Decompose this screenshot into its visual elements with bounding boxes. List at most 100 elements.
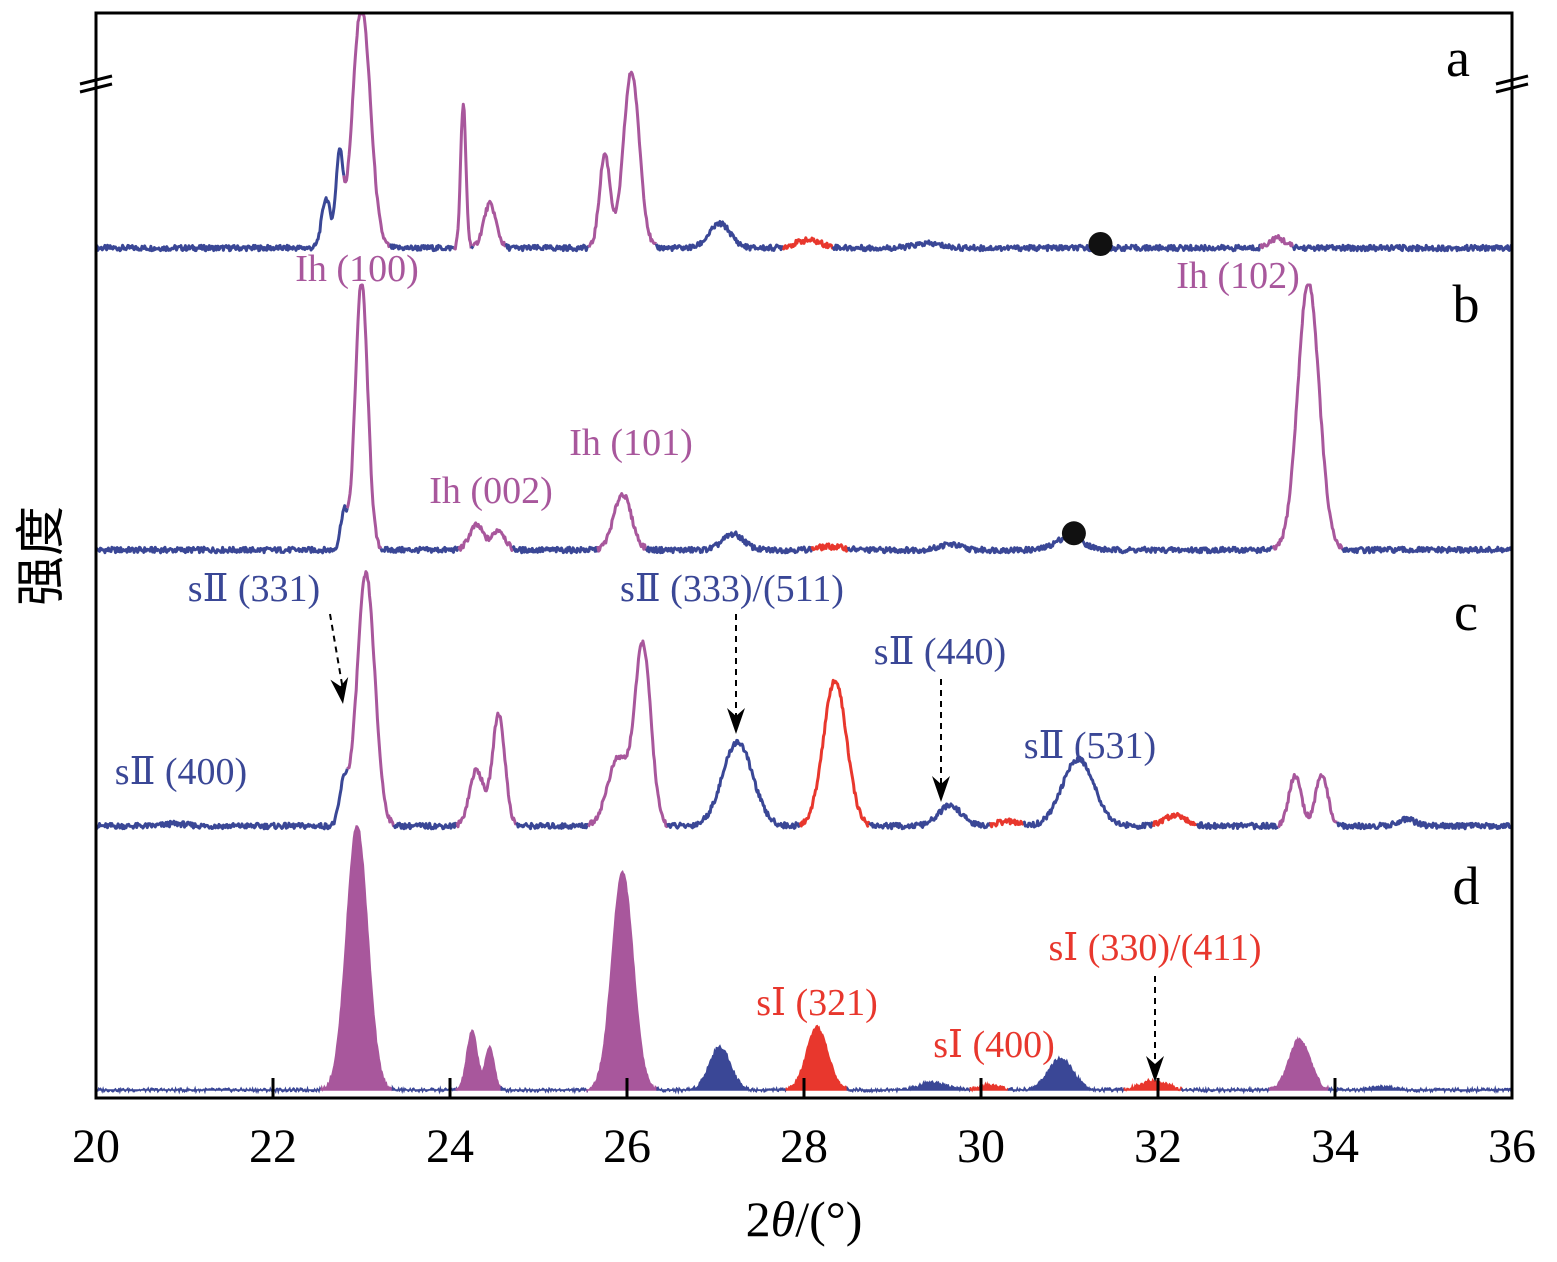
panel-c-peak-label-3: sⅡ (531) [1024,725,1156,767]
marker-layer [79,74,1529,546]
x-tick-label-28: 28 [780,1120,828,1173]
panel-c-peak-label-0: sⅡ (331) [188,568,320,610]
panel-d-fill-Ih-3 [455,1029,503,1092]
panel-c-line-sII-10 [1022,755,1156,830]
panel-d-fill-sII-12 [1181,1085,1271,1095]
panel-b-peak-label-0: Ih (002) [429,470,552,512]
panel-c-arrow-head-1 [727,708,745,734]
panel-b-dot-marker-0 [1061,521,1086,546]
panel-b-line-sII-10 [1341,545,1514,555]
panel-b-line-sI-7 [810,542,850,553]
panel-c-arrow-head-2 [932,776,950,802]
panel-a-line-sII-12 [1291,243,1513,253]
panel-d-fill-sII-2 [391,1084,457,1095]
panel-c-line-sI-9 [989,817,1025,829]
panel-c-trace [95,570,1514,831]
panel-a-line-sII-8 [654,220,785,252]
panel-c-arrow-line-0 [329,613,344,691]
panel-d-fill-sII-4 [500,1085,588,1095]
panel-b-trace [94,283,1514,555]
panel-c-line-Ih-3 [455,711,518,829]
panel-d-peak-label-2: sⅠ (330)/(411) [1048,927,1261,969]
panel-c-line-sII-0 [95,768,349,831]
panel-d-fill-sI-11 [1123,1077,1183,1092]
plot-frame [94,11,1514,1100]
panel-a-line-Ih-11 [1259,234,1294,250]
x-tick-label-20: 20 [72,1120,120,1173]
panel-label-b: b [1453,274,1480,334]
panel-d-fill-sII-6 [656,1044,788,1095]
panel-label-a: a [1446,28,1470,88]
x-tick-label-30: 30 [957,1120,1005,1173]
panel-b-peak-label-1: Ih (101) [569,422,692,464]
x-tick-label-26: 26 [603,1120,651,1173]
panel-b-line-sII-4 [511,545,600,555]
panel-label-d: d [1453,856,1480,916]
panel-a-line-sII-6 [504,243,590,253]
panel-a-line-sII-2 [389,243,456,253]
panel-a-peak-label-0: Ih (100) [295,248,418,290]
panel-d-fill-sII-0 [95,1085,322,1095]
panel-b-line-sII-0 [94,504,349,555]
y-axis-title: 强度 [13,506,69,606]
panel-c-line-sII-6 [666,738,802,830]
panel-c-line-sII-12 [1195,821,1279,831]
panel-b-line-Ih-9 [1271,283,1344,551]
panel-a-peak-label-1: Ih (102) [1176,255,1299,297]
panel-c-peak-label-4: sⅡ (400) [115,751,247,793]
x-tick-label-24: 24 [426,1120,474,1173]
panel-d-fill-sII-14 [1328,1084,1513,1095]
panel-a-dot-marker-0 [1088,232,1113,256]
x-axis-title-theta: θ [771,1191,796,1247]
panel-b-line-sII-6 [645,530,814,555]
panel-c-peak-label-1: sⅡ (333)/(511) [620,568,844,610]
panel-c-arrow-head-0 [330,677,349,704]
panel-label-c: c [1454,582,1478,642]
panel-c-peak-label-2: sⅡ (440) [874,631,1006,673]
panel-d-fill-sII-8 [846,1079,972,1094]
panel-c-line-sII-2 [392,821,459,831]
panel-d-peak-label-0: sⅠ (321) [756,982,878,1024]
panel-c-line-sI-11 [1152,811,1199,827]
panel-d-fill-sII-10 [1007,1055,1126,1094]
trace-layer [94,12,1514,1095]
panel-b-line-sII-2 [379,545,461,554]
panel-d-fill-Ih-1 [320,825,394,1092]
panel-a-trace [94,12,1513,253]
panel-a-line-Ih-3 [453,102,473,251]
panel-d-fill-Ih-13 [1268,1036,1330,1092]
annotation-layer: Ih (100) Ih (102) Ih (002) Ih (101) sⅡ (331)… [115,248,1300,1082]
panel-d-trace [95,825,1513,1095]
panel-c-line-sII-4 [515,821,590,831]
panel-a-line-Ih-5 [471,199,507,248]
panel-a-line-Ih-7 [587,70,658,249]
x-tick-label-22: 22 [249,1120,297,1173]
panel-b-line-Ih-1 [345,283,383,550]
panel-a-line-Ih-1 [342,12,392,249]
panel-d-fill-sI-9 [969,1081,1010,1093]
x-axis-title: 2θ/(°) [746,1191,863,1247]
x-axis-title-prefix: 2 [746,1191,771,1247]
panel-c-line-sII-8 [868,802,993,831]
panel-c-line-Ih-5 [587,639,670,829]
panel-d-peak-label-1: sⅠ (400) [933,1024,1055,1066]
x-axis-title-suffix: /(°) [795,1191,862,1247]
panel-c-line-Ih-13 [1277,773,1339,829]
panel-a-line-sII-10 [831,239,1263,253]
panel-b-line-Ih-5 [596,492,648,553]
panel-c-line-sI-7 [798,678,871,828]
x-tick-label-36: 36 [1488,1120,1536,1173]
panel-d-fill-sI-7 [785,1024,849,1091]
panel-c-line-sII-14 [1336,815,1514,831]
panel-b-line-sII-8 [846,532,1274,555]
panel-d-fill-Ih-5 [586,870,658,1093]
x-tick-label-32: 32 [1134,1120,1182,1173]
panel-a-line-sI-9 [782,236,835,251]
panel-a-line-sII-0 [94,147,346,253]
x-ticks: 20 22 24 26 28 30 32 34 36 [72,1078,1536,1173]
panel-d-arrow-head-2 [1146,1056,1164,1082]
panel-b-line-Ih-3 [457,521,515,552]
panel-c-line-Ih-1 [346,570,396,828]
panel-a-line-sII-4 [470,245,475,250]
